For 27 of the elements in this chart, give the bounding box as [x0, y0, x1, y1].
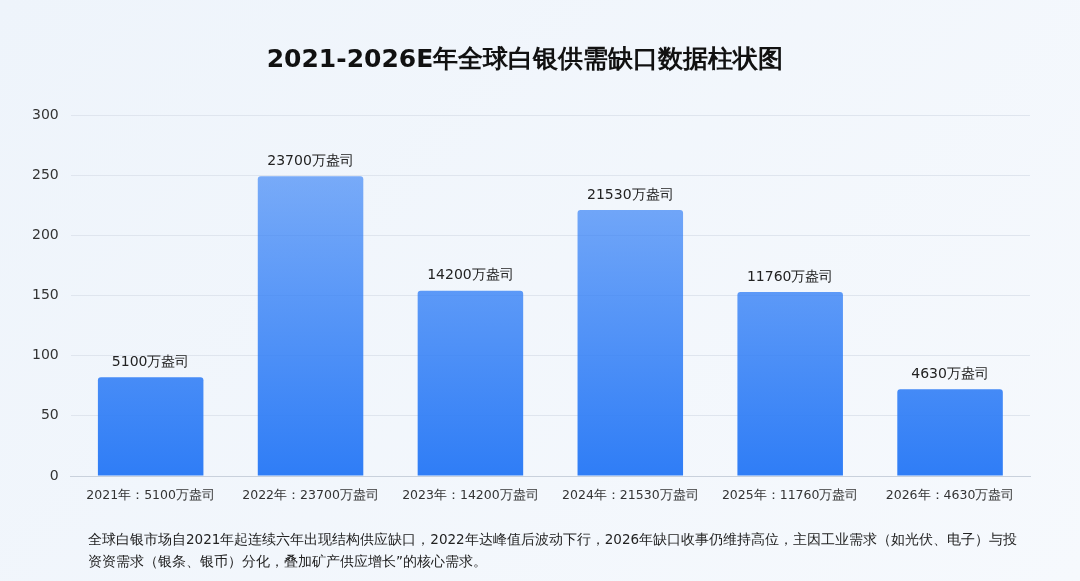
- bar: [577, 210, 684, 476]
- bar: [737, 291, 843, 476]
- bar: [257, 176, 364, 476]
- x-tick-label: 2022年：23700万盎司: [242, 486, 379, 502]
- x-tick-label: 2021年：5100万盎司: [86, 486, 215, 502]
- bar: [417, 290, 524, 476]
- x-tick-label: 2023年：14200万盎司: [402, 486, 539, 502]
- y-tick-label: 150: [31, 286, 59, 303]
- y-tick-label: 0: [49, 466, 59, 483]
- annotation: 5100万盎司: [111, 352, 190, 369]
- y-tick-label: 50: [40, 406, 59, 423]
- bar: [97, 377, 204, 476]
- y-tick-label: 300: [31, 105, 59, 122]
- bar: [897, 389, 1003, 476]
- annotation: 11760万盎司: [746, 267, 834, 284]
- y-tick-label: 200: [31, 225, 59, 242]
- text: 全球白银市场自2021年起连续六年出现结构供应缺口，2022年达峰值后波动下行，2026年缺口收事仍维持高位，主因工业需求（如光伏、电子）与投资资需求（银条、银币）分化，叠加矿产供应增长”的核心需求。: [88, 530, 1019, 571]
- chart-title: 2021-2026E年全球白银供需缺口数据柱状图: [266, 43, 784, 73]
- x-tick-label: 2024年：21530万盎司: [562, 486, 699, 502]
- annotation: 21530万盎司: [587, 185, 674, 202]
- y-tick-label: 100: [31, 346, 59, 363]
- x-tick-label: 2026年：4630万盎司: [885, 486, 1015, 502]
- x-tick-label: 2025年：11760万盎司: [721, 486, 859, 502]
- annotation: 14200万盎司: [427, 266, 514, 283]
- annotation: 4630万盎司: [911, 365, 989, 381]
- annotation: 23700万盎司: [267, 152, 354, 169]
- y-tick-label: 250: [31, 165, 59, 182]
